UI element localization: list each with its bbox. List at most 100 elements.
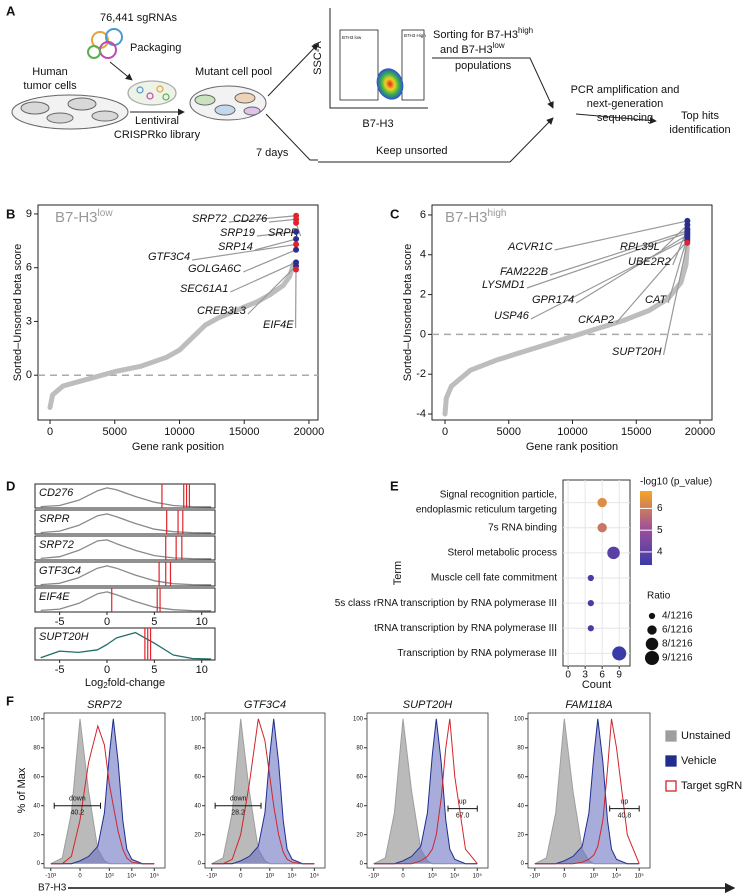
- plot-frame: [204, 712, 326, 869]
- row-label: EIF4E: [39, 591, 70, 603]
- panel-title: GTF3C4: [244, 699, 286, 711]
- colorbar-tick-label: 4: [657, 547, 663, 558]
- y-tick-label: 100: [30, 716, 41, 722]
- histogram: [373, 718, 478, 865]
- plot-frame: [43, 712, 166, 869]
- size-legend-dot: [647, 625, 657, 635]
- x-tick-label: 20000: [685, 426, 716, 438]
- y-tick-label: 20: [33, 832, 40, 838]
- x-tick-label: 10⁵: [473, 873, 483, 880]
- histogram: [534, 718, 640, 865]
- x-tick-label: -10³: [45, 874, 56, 880]
- row-frame: [34, 561, 216, 587]
- bubble: [587, 625, 594, 632]
- facs-x-label: B7-H3: [362, 118, 393, 130]
- y-tick-label: 100: [514, 716, 525, 722]
- x-tick-label: 5: [151, 664, 157, 676]
- x-tick-label: 0: [563, 874, 567, 880]
- highlight-point: [293, 236, 300, 243]
- y-tick-label: 100: [191, 716, 202, 722]
- gate-percent: 40.8: [618, 812, 632, 819]
- row-frame: [34, 627, 216, 661]
- x-tick-label: -5: [55, 664, 65, 676]
- panel-title: SRP72: [87, 699, 122, 711]
- y-tick-label: 0: [198, 861, 202, 867]
- highlight-point: [684, 239, 691, 246]
- sorting-text: Sorting for B7-H3: [433, 29, 518, 41]
- y-tick-label: 60: [356, 774, 363, 780]
- density-curve: [40, 513, 212, 534]
- legend-label: Vehicle: [681, 755, 716, 767]
- x-tick-label: 10000: [164, 426, 195, 438]
- connector: [667, 236, 688, 304]
- connectors: [192, 215, 302, 329]
- x-axis-label: Gene rank position: [132, 441, 224, 453]
- plot-frame: [527, 712, 651, 869]
- size-legend-label: 4/1216: [662, 611, 693, 622]
- sorting-sup: high: [518, 26, 533, 35]
- hits-label: Top hits: [681, 110, 719, 122]
- chart-title: B7-H3high: [445, 208, 506, 226]
- library-label: Lentiviral: [135, 115, 179, 127]
- x-tick-label: 10⁴: [450, 873, 460, 880]
- size-legend-label: 9/1216: [662, 653, 693, 664]
- plot-frame: [37, 204, 319, 421]
- arrow: [109, 61, 133, 81]
- connector: [230, 261, 297, 293]
- gene-label: SUPT20H: [612, 346, 662, 358]
- term-label: Muscle cell fate commitment: [431, 573, 557, 584]
- sorting-label: and B7-H3low: [440, 41, 505, 56]
- x-tick-label: 0: [442, 426, 448, 438]
- plot-frame: [366, 712, 489, 869]
- gene-label: CKAP2: [578, 314, 614, 326]
- panel-label: B: [6, 206, 15, 221]
- sgrna-label: 76,441 sgRNAs: [100, 12, 178, 24]
- row-frame: [34, 587, 216, 613]
- row-label: SRPR: [39, 513, 70, 525]
- y-axis-label: Sorted–Unsorted beta score: [402, 244, 414, 382]
- x-tick-label: 10⁴: [612, 873, 622, 880]
- x-tick-label: 0: [78, 874, 82, 880]
- gene-label: RPL39L: [620, 241, 660, 253]
- legend-label: Unstained: [681, 730, 731, 742]
- panel-title: FAM118A: [565, 699, 612, 711]
- gate-label: B7H3 low: [342, 35, 362, 40]
- y-tick-label: 2: [420, 288, 426, 300]
- chart-title: B7-H3low: [55, 208, 113, 226]
- arrow: [575, 113, 657, 124]
- gene-label: CREB3L3: [197, 305, 247, 317]
- plot-frame: [562, 479, 631, 667]
- gene-label: SRP19: [220, 227, 255, 239]
- y-tick-label: 20: [517, 832, 524, 838]
- y-tick-label: 6: [26, 262, 32, 274]
- facs-y-label: SSC-A: [312, 41, 324, 75]
- x-tick-label: 0: [47, 426, 53, 438]
- bubble: [587, 600, 594, 607]
- bubble: [607, 546, 620, 560]
- y-tick-label: 20: [356, 832, 363, 838]
- facs-plot: [329, 8, 428, 109]
- x-axis-label: Count: [582, 679, 611, 691]
- row-label: SRP72: [39, 539, 74, 551]
- x-tick-label: 10³: [590, 874, 599, 880]
- title-text: B7-H3: [445, 209, 488, 226]
- x-label-sub: 2: [103, 681, 108, 690]
- legend-swatch: [665, 730, 677, 742]
- x-tick-label: 0: [239, 874, 243, 880]
- gate-label: B7H3 High: [404, 33, 426, 38]
- colorbar-tick-label: 6: [657, 503, 663, 514]
- connector: [256, 231, 297, 237]
- connectors: [526, 220, 688, 356]
- connector: [526, 232, 688, 289]
- gate-label: up: [621, 798, 629, 805]
- term-label: 7s RNA binding: [488, 522, 557, 533]
- virus-icon: [127, 80, 177, 106]
- gene-label: ACVR1C: [507, 241, 553, 253]
- size-legend-dot: [645, 637, 659, 651]
- gene-label: GTF3C4: [148, 251, 190, 263]
- title-sup: low: [98, 208, 114, 219]
- x-tick-label: 5: [151, 616, 157, 628]
- y-tick-label: 40: [194, 803, 201, 809]
- bubble: [612, 646, 627, 661]
- title-sup: high: [488, 208, 507, 219]
